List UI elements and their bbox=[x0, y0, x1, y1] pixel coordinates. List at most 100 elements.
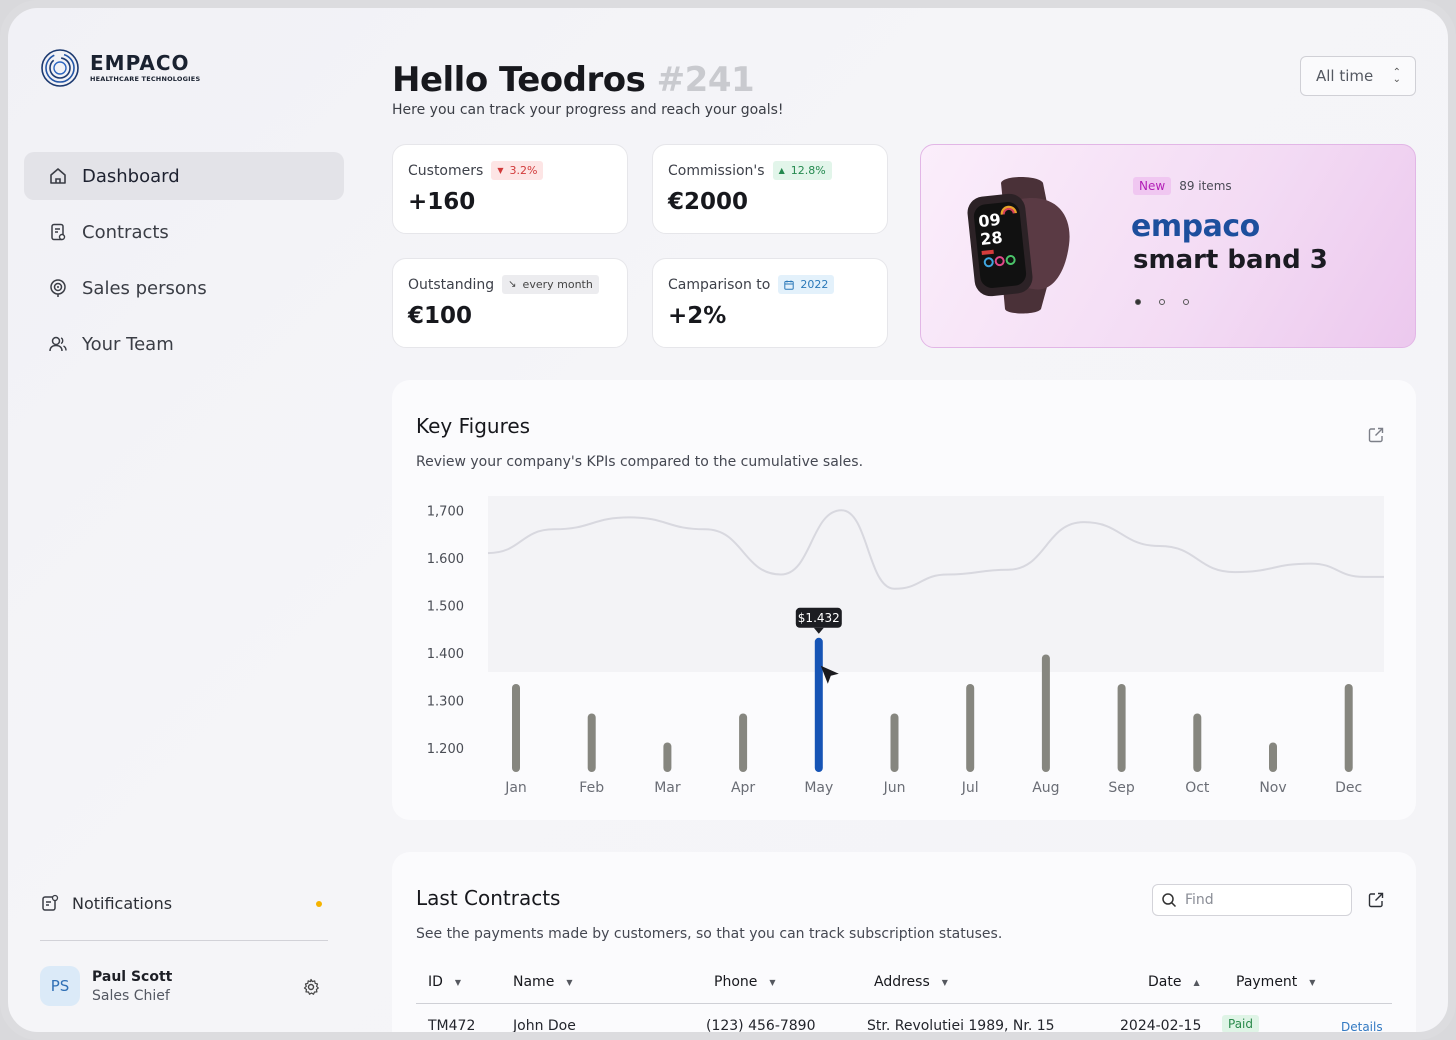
tooltip bbox=[795, 607, 842, 628]
column-label: Payment bbox=[1236, 974, 1298, 990]
chart-bar bbox=[890, 713, 899, 772]
search-input[interactable] bbox=[1185, 892, 1335, 908]
sidebar: EMPACO HEALTHCARE TECHNOLOGIES Dashboard… bbox=[8, 8, 368, 1032]
sidebar-item-notifications[interactable]: Notifications bbox=[40, 888, 328, 918]
items-count: 89 items bbox=[1179, 179, 1232, 193]
chart-bar bbox=[739, 713, 748, 772]
x-tick-label: Aug bbox=[1032, 780, 1059, 796]
sidebar-item-your-team[interactable]: Your Team bbox=[24, 320, 344, 368]
column-label: Phone bbox=[714, 974, 758, 990]
notifications-label: Notifications bbox=[72, 893, 173, 913]
x-tick-label: Mar bbox=[654, 780, 681, 796]
search-field[interactable] bbox=[1152, 884, 1352, 916]
trend-badge: ▲ 12.8% bbox=[772, 161, 832, 180]
external-link-icon[interactable] bbox=[1367, 426, 1385, 444]
promo-banner[interactable]: 09 28 New 89 items empaco smart band 3 bbox=[920, 144, 1416, 348]
y-tick-label: 1.500 bbox=[427, 599, 464, 614]
stat-value: €2000 bbox=[668, 189, 749, 215]
sidebar-nav: Dashboard Contracts Sales persons Your T… bbox=[24, 152, 344, 376]
mouse-cursor-icon bbox=[820, 665, 839, 684]
sidebar-item-label: Your Team bbox=[82, 333, 174, 355]
x-tick-label: Jul bbox=[961, 780, 979, 796]
sort-down-icon: ▼ bbox=[1309, 977, 1316, 987]
cell-address: Str. Revolutiei 1989, Nr. 15 bbox=[867, 1018, 1055, 1034]
column-header-name[interactable]: Name ▼ bbox=[513, 974, 572, 990]
frequency-badge: ↘ every month bbox=[502, 275, 599, 294]
y-tick-label: 1.300 bbox=[427, 695, 464, 710]
x-tick-label: Apr bbox=[731, 780, 755, 796]
promo-brand: empaco bbox=[1131, 209, 1260, 244]
details-link[interactable]: Details bbox=[1341, 1020, 1383, 1034]
stat-label: Camparison to bbox=[668, 276, 771, 293]
year-badge: 2022 bbox=[778, 275, 835, 294]
sort-up-icon: ▲ bbox=[1193, 977, 1200, 987]
stat-value: €100 bbox=[408, 303, 473, 329]
chart-bar bbox=[966, 683, 975, 772]
sidebar-item-label: Dashboard bbox=[82, 165, 180, 187]
cell-name: John Doe bbox=[513, 1018, 576, 1034]
key-figures-chart: 1,700 1.600 1.500 1.400 1.300 1.200 Jan Feb Mar A… bbox=[427, 496, 1384, 796]
x-tick-label: Dec bbox=[1335, 780, 1362, 796]
column-label: Name bbox=[513, 974, 555, 990]
period-value: All time bbox=[1316, 67, 1374, 85]
carousel-dot[interactable] bbox=[1135, 299, 1141, 305]
stat-card-commissions[interactable]: Commission's ▲ 12.8% €2000 bbox=[652, 144, 888, 234]
sidebar-item-dashboard[interactable]: Dashboard bbox=[24, 152, 344, 200]
carousel-dot[interactable] bbox=[1159, 299, 1165, 305]
watch-time-minutes: 28 bbox=[979, 228, 1003, 249]
column-header-address[interactable]: Address ▼ bbox=[874, 974, 948, 990]
sort-down-icon: ▼ bbox=[941, 977, 948, 987]
last-contracts-panel: Last Contracts See the payments made by … bbox=[392, 852, 1416, 1034]
chart-bar bbox=[587, 713, 596, 772]
notification-dot bbox=[316, 901, 322, 907]
stat-value: +160 bbox=[408, 189, 476, 215]
watch-time: 09 28 bbox=[977, 205, 1017, 268]
column-header-payment[interactable]: Payment ▼ bbox=[1236, 974, 1315, 990]
external-link-icon[interactable] bbox=[1367, 891, 1385, 909]
chart-bar bbox=[663, 742, 672, 772]
arrow-up-icon: ▲ bbox=[778, 166, 785, 175]
cell-payment: Paid bbox=[1222, 1015, 1260, 1032]
panel-title: Last Contracts bbox=[416, 886, 561, 910]
contract-icon bbox=[48, 222, 68, 242]
sidebar-item-sales-persons[interactable]: Sales persons bbox=[24, 264, 344, 312]
panel-subtitle: Review your company's KPIs compared to t… bbox=[416, 454, 864, 470]
sort-down-icon: ▼ bbox=[769, 977, 776, 987]
period-select[interactable]: All time ⌃ ⌄ bbox=[1300, 56, 1416, 96]
promo-product: smart band 3 bbox=[1133, 245, 1328, 275]
stat-label: Commission's bbox=[668, 162, 765, 179]
arrow-down-right-icon: ↘ bbox=[508, 279, 517, 290]
x-tick-label: Jun bbox=[883, 780, 906, 796]
table-row[interactable]: TM472 John Doe (123) 456-7890 Str. Revol… bbox=[416, 1012, 1392, 1034]
column-header-phone[interactable]: Phone ▼ bbox=[714, 974, 776, 990]
chevron-up-down-icon: ⌃ ⌄ bbox=[1392, 67, 1401, 85]
gear-icon[interactable] bbox=[302, 978, 320, 996]
trend-value: 12.8% bbox=[790, 164, 826, 177]
sidebar-item-label: Contracts bbox=[82, 221, 169, 243]
table-header: ID ▼ Name ▼ Phone ▼ Address ▼ Date ▲ Payment ▼ bbox=[416, 968, 1392, 1004]
x-tick-label: May bbox=[804, 780, 833, 796]
search-icon bbox=[1162, 893, 1177, 908]
stat-card-comparison[interactable]: Camparison to 2022 +2% bbox=[652, 258, 888, 348]
y-tick-label: 1.200 bbox=[427, 742, 464, 757]
stat-card-customers[interactable]: Customers ▼ 3.2% +160 bbox=[392, 144, 628, 234]
column-header-date[interactable]: Date ▲ bbox=[1148, 974, 1200, 990]
stat-label: Outstanding bbox=[408, 276, 495, 293]
user-profile[interactable]: PS Paul Scott Sales Chief bbox=[40, 966, 328, 1006]
chart-bar bbox=[1041, 654, 1050, 772]
carousel-dot[interactable] bbox=[1183, 299, 1189, 305]
year-value: 2022 bbox=[800, 278, 829, 291]
chart-bar bbox=[1269, 742, 1277, 772]
smart-band-image: 09 28 bbox=[967, 177, 1070, 314]
x-tick-label: Feb bbox=[579, 780, 604, 796]
panel-subtitle: See the payments made by customers, so t… bbox=[416, 926, 1003, 942]
brand-tagline: HEALTHCARE TECHNOLOGIES bbox=[90, 75, 201, 83]
cell-phone: (123) 456-7890 bbox=[706, 1018, 816, 1034]
column-label: Address bbox=[874, 974, 930, 990]
sidebar-item-contracts[interactable]: Contracts bbox=[24, 208, 344, 256]
column-header-id[interactable]: ID ▼ bbox=[428, 974, 461, 990]
plot-background bbox=[488, 496, 1384, 672]
brand-logo[interactable]: EMPACO HEALTHCARE TECHNOLOGIES bbox=[40, 48, 200, 88]
stat-card-outstanding[interactable]: Outstanding ↘ every month €100 bbox=[392, 258, 628, 348]
